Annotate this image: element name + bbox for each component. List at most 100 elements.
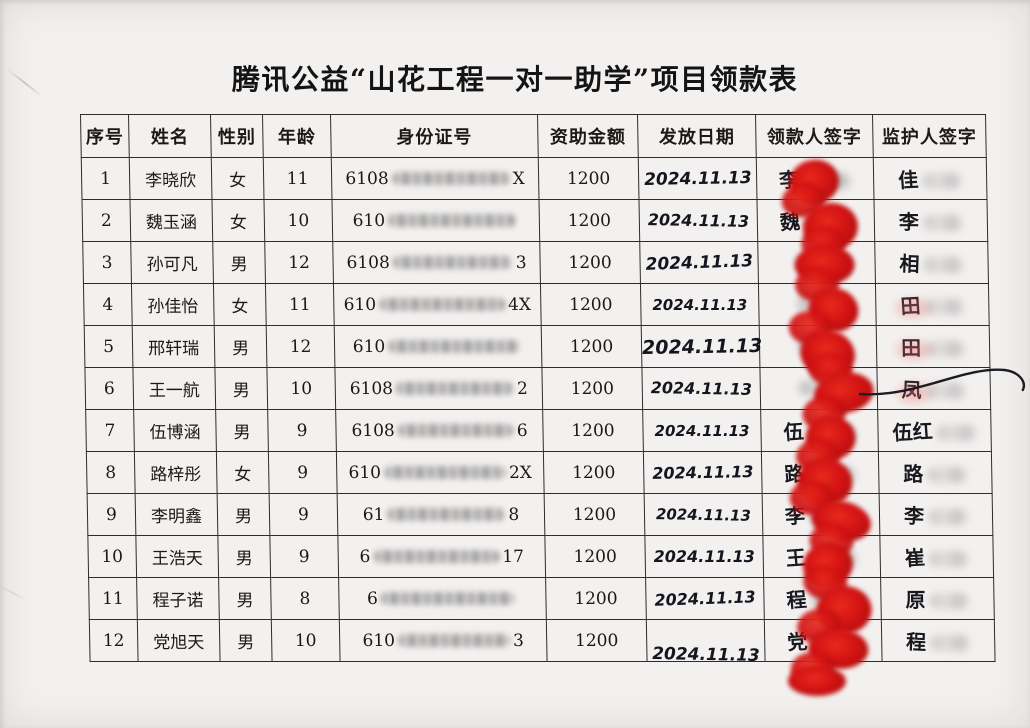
cell-no: 1	[81, 157, 130, 200]
cell-name: 孙佳怡	[131, 283, 215, 326]
id-redacted-blur	[391, 171, 510, 185]
cell-name: 党旭天	[137, 619, 221, 662]
cell-gender: 男	[214, 325, 267, 368]
cell-age: 11	[263, 157, 332, 200]
cell-gender: 男	[218, 577, 272, 620]
id-visible-suffix: 3	[515, 252, 527, 273]
col-header-id-number: 身份证号	[330, 114, 539, 158]
cell-gender: 男	[214, 367, 268, 410]
id-visible-prefix: 6	[359, 546, 371, 567]
cell-payee-signature	[757, 241, 876, 284]
blurred-signature	[922, 173, 963, 189]
handwritten-date: 2024.11.13	[651, 643, 760, 666]
cell-guardian-signature: 路	[878, 451, 993, 494]
id-visible-prefix: 6	[366, 588, 379, 609]
table-row: 9 李明鑫男 9 61 8 1200 2024.11.13 李李	[87, 493, 993, 536]
table-row: 3 孙可凡男 12 6108 3 1200 2024.11.13 相	[82, 241, 989, 284]
cell-name: 伍博涵	[133, 409, 217, 452]
id-redacted-blur	[378, 297, 506, 311]
id-visible-prefix: 610	[352, 210, 386, 231]
cell-issue-date: 2024.11.13	[644, 535, 764, 578]
table-row: 10 王浩天男 9 6 17 1200 2024.11.13 王 崔	[87, 535, 994, 578]
blurred-signature	[810, 509, 858, 525]
cell-amount: 1200	[538, 199, 640, 242]
blurred-signature	[927, 467, 968, 483]
table-body: 1 李晓欣女 11 6108 X 1200 2024.11.13 李佳 2 魏玉涵女 10 610 12…	[81, 157, 996, 665]
cell-id-number: 6	[338, 577, 547, 620]
blurred-signature	[809, 425, 856, 441]
cell-id-number: 610 4X	[333, 283, 542, 326]
cell-name: 李晓欣	[129, 157, 212, 200]
cell-no: 9	[87, 493, 136, 536]
cell-amount: 1200	[538, 157, 639, 200]
cell-id-number: 6 17	[337, 535, 546, 578]
payee-signature: 伍	[782, 419, 805, 445]
blurred-signature	[925, 383, 966, 399]
guardian-signature: 崔	[904, 545, 926, 571]
cell-guardian-signature: 李	[879, 493, 993, 536]
cell-name: 程子诺	[136, 577, 220, 620]
table-row: 1 李晓欣女 11 6108 X 1200 2024.11.13 李 佳	[81, 157, 987, 200]
blurred-signature	[929, 593, 970, 609]
handwritten-date: 2024.11.13	[653, 586, 756, 610]
cell-issue-date: 2024.11.13	[641, 325, 763, 368]
payee-signature: 王	[784, 545, 807, 571]
blurred-signature	[936, 425, 977, 441]
id-visible-prefix: 61	[362, 504, 385, 525]
payee-signature: 李	[778, 167, 801, 193]
cell-guardian-signature: 程	[881, 619, 996, 662]
cell-gender: 女	[211, 157, 264, 200]
cell-amount: 1200	[539, 241, 641, 284]
id-redacted-blur	[392, 255, 513, 269]
cell-payee-signature: 党	[764, 619, 883, 662]
handwritten-date: 2024.11.13	[650, 377, 752, 399]
cell-issue-date: 2024.11.13	[641, 367, 761, 410]
cell-no: 4	[83, 283, 133, 326]
handwritten-date: 2024.11.13	[654, 421, 750, 440]
cell-age: 10	[266, 367, 336, 410]
cell-age: 10	[263, 199, 333, 242]
cell-issue-date: 2024.11.13	[642, 409, 762, 452]
cell-name: 魏玉涵	[129, 199, 213, 242]
guardian-signature: 佳	[897, 167, 920, 193]
cell-no: 3	[82, 241, 132, 284]
blurred-signature	[812, 593, 859, 609]
id-visible-suffix: 2	[516, 378, 529, 399]
id-redacted-blur	[395, 381, 515, 395]
cell-gender: 男	[215, 409, 269, 452]
payment-table-wrap: 序号 姓名 性别 年龄 身份证号 资助金额 发放日期 领款人签字 监护人签字 1…	[80, 114, 1025, 697]
blurred-signature	[927, 509, 969, 525]
cell-amount: 1200	[546, 619, 648, 662]
col-header-guardian-signature: 监护人签字	[872, 114, 987, 158]
red-fingerprint-stamp	[787, 666, 847, 697]
cell-no: 12	[89, 619, 139, 662]
blurred-signature	[928, 551, 969, 567]
cell-issue-date: 2024.11.13	[639, 241, 759, 284]
cell-issue-date: 2024.11.13	[646, 619, 766, 665]
guardian-signature: 路	[903, 462, 924, 486]
cell-age: 8	[270, 577, 340, 620]
handwritten-date: 2024.11.13	[651, 461, 754, 483]
blurred-signature	[930, 635, 971, 651]
cell-issue-date: 2024.11.13	[643, 451, 763, 494]
cell-guardian-signature: 凤	[876, 367, 991, 410]
cell-amount: 1200	[545, 577, 647, 620]
cell-id-number: 610	[334, 325, 542, 368]
cell-id-number: 610 3	[339, 619, 548, 662]
cell-amount: 1200	[541, 325, 642, 368]
page-title: 腾讯公益“山花工程一对一助学”项目领款表	[231, 63, 799, 96]
blurred-signature	[798, 379, 845, 396]
guardian-signature: 田	[899, 293, 922, 319]
cell-id-number: 6108 6	[335, 409, 544, 452]
id-visible-suffix: 2X	[508, 462, 533, 483]
blurred-signature	[805, 173, 852, 189]
cell-id-number: 61 8	[337, 493, 545, 536]
id-redacted-blur	[387, 213, 517, 227]
id-visible-prefix: 610	[348, 462, 382, 483]
handwritten-date: 2024.11.13	[641, 334, 763, 359]
table-row: 4 孙佳怡女 11 610 4X 1200 2024.11.13 田	[83, 283, 990, 326]
guardian-signature: 伍红	[891, 418, 934, 446]
guardian-signature: 李	[903, 503, 925, 529]
blurred-signature	[813, 635, 860, 651]
cell-name: 路梓彤	[134, 451, 218, 494]
